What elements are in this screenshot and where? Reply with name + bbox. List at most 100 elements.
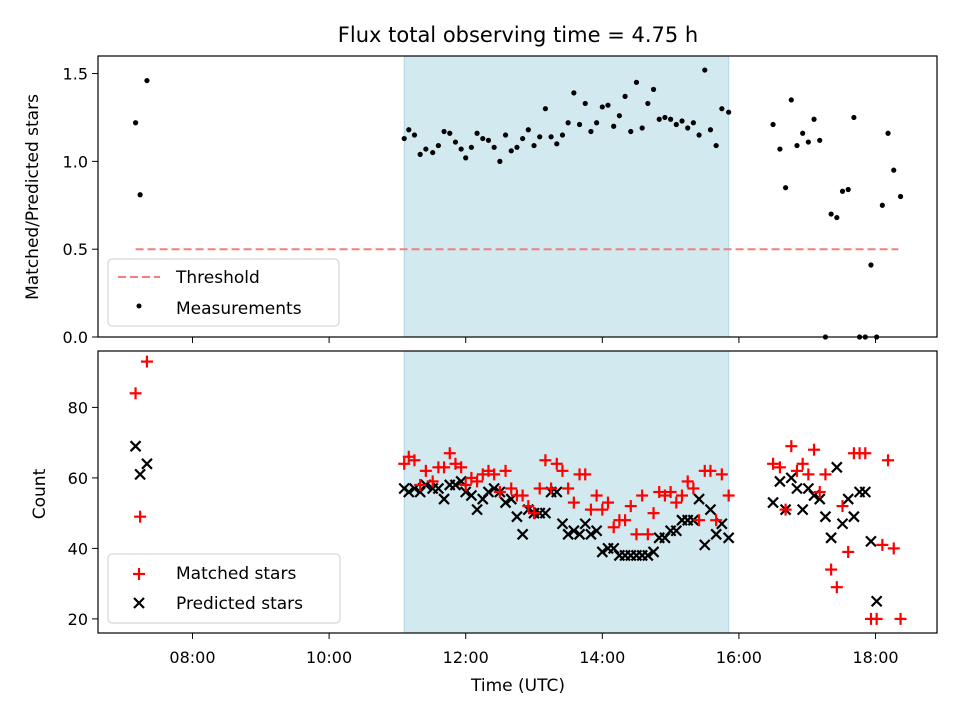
measurement-point xyxy=(508,148,514,154)
measurement-point xyxy=(656,116,662,122)
predicted-star-point xyxy=(471,503,483,516)
measurement-point xyxy=(599,104,605,110)
bottom-y-ticks: 20 40 60 80 xyxy=(68,398,98,629)
measurement-point xyxy=(588,128,594,135)
predicted-star-stroke xyxy=(499,496,512,509)
predicted-star-stroke xyxy=(698,539,711,551)
predicted-star-point xyxy=(842,493,854,505)
measurement-point xyxy=(441,128,447,135)
measurement-point xyxy=(132,120,139,126)
predicted-star-stroke xyxy=(590,524,603,537)
predicted-star-stroke xyxy=(767,496,779,509)
matched-star-point xyxy=(579,468,592,481)
measurement-point xyxy=(633,79,640,85)
predicted-star-point xyxy=(859,486,872,498)
matched-star-point xyxy=(641,528,654,541)
measurement-point xyxy=(845,186,851,193)
bottom-x-tick-label: 16:00 xyxy=(716,648,762,667)
measurement-points xyxy=(132,67,904,340)
measurement-point xyxy=(565,120,571,126)
matched-star-point xyxy=(842,545,855,558)
predicted-star-point xyxy=(813,493,826,505)
legend-measurements-swatch xyxy=(136,303,142,309)
predicted-star-point xyxy=(562,528,574,541)
measurement-point xyxy=(788,97,794,103)
predicted-star-stroke xyxy=(579,517,592,530)
measurement-point xyxy=(713,142,719,149)
predicted-star-point xyxy=(579,517,592,530)
measurement-point xyxy=(645,100,651,107)
bottom-y-tick-label: 20 xyxy=(68,610,88,629)
matched-star-point xyxy=(715,468,728,481)
measurement-point xyxy=(628,128,634,135)
matched-star-point xyxy=(870,612,883,625)
predicted-star-stroke xyxy=(813,493,826,505)
predicted-star-point xyxy=(511,510,523,523)
matched-star-point xyxy=(802,468,815,481)
top-legend: Threshold Measurements xyxy=(107,258,340,327)
matched-star-point xyxy=(539,454,552,467)
measurement-point xyxy=(726,109,732,115)
measurement-point xyxy=(679,118,685,124)
bottom-y-tick-label: 40 xyxy=(68,539,88,558)
bottom-legend-box xyxy=(107,553,341,624)
matched-star-point xyxy=(443,447,456,460)
bottom-y-axis-label: Count xyxy=(30,468,50,519)
measurement-point xyxy=(458,146,464,152)
matched-star-point xyxy=(459,478,472,491)
top-y-ticks: 0.0 0.5 1.0 1.5 xyxy=(63,65,98,347)
measurement-point xyxy=(639,125,645,131)
measurement-point xyxy=(707,127,714,133)
matched-star-point xyxy=(630,528,643,541)
matched-star-point xyxy=(887,542,900,555)
predicted-star-point xyxy=(449,479,462,491)
predicted-star-point xyxy=(722,532,735,544)
measurement-point xyxy=(811,116,817,122)
predicted-star-point xyxy=(831,461,843,474)
predicted-star-point xyxy=(836,517,849,530)
predicted-star-point xyxy=(568,524,580,537)
predicted-star-stroke xyxy=(785,472,798,484)
measurement-point xyxy=(662,114,668,121)
matched-star-point xyxy=(819,468,832,481)
matched-star-point xyxy=(813,486,826,498)
predicted-star-point xyxy=(647,546,660,558)
measurement-point xyxy=(447,130,453,136)
bottom-y-tick-label: 80 xyxy=(68,398,88,417)
predicted-star-point xyxy=(403,486,415,498)
predicted-star-stroke xyxy=(459,486,472,498)
matched-star-point xyxy=(414,478,427,491)
matched-star-point xyxy=(722,489,735,502)
matched-star-point xyxy=(398,457,411,470)
measurement-point xyxy=(868,262,874,268)
matched-star-point xyxy=(562,482,575,495)
matched-star-point xyxy=(808,443,821,456)
predicted-star-point xyxy=(785,472,798,484)
measurement-point xyxy=(571,90,577,96)
predicted-star-point xyxy=(693,493,705,505)
predicted-star-point xyxy=(848,510,860,523)
predicted-star-stroke xyxy=(607,542,620,555)
measurement-point xyxy=(696,132,702,138)
top-plot-frame xyxy=(97,55,938,338)
predicted-star-point xyxy=(482,486,495,498)
matched-star-point xyxy=(408,454,421,467)
matched-star-point xyxy=(876,538,889,551)
matched-star-point xyxy=(779,503,792,516)
predicted-star-point xyxy=(791,482,803,495)
bottom-plot-frame xyxy=(97,350,938,634)
predicted-star-point xyxy=(585,528,597,541)
matched-star-point xyxy=(528,507,541,520)
measurement-point xyxy=(879,202,885,208)
predicted-star-point xyxy=(590,524,603,537)
measurement-point xyxy=(805,139,811,145)
measurement-point xyxy=(435,142,441,149)
matched-star-point xyxy=(830,581,843,594)
predicted-star-stroke xyxy=(842,493,854,505)
measurement-point xyxy=(491,144,497,150)
measurement-point xyxy=(554,141,560,147)
measurement-point xyxy=(897,193,904,200)
measurement-point xyxy=(594,120,600,126)
predicted-star-stroke xyxy=(774,475,786,488)
